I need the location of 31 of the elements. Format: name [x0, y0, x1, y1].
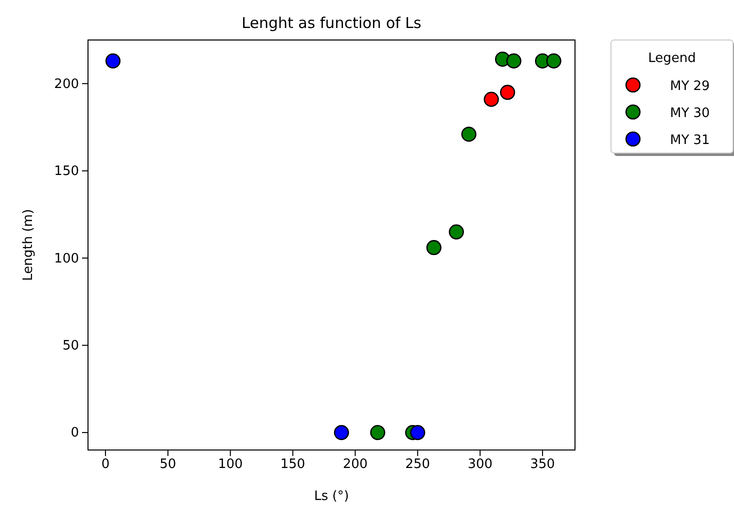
point [334, 425, 350, 440]
x-tick-label: 0 [101, 457, 110, 472]
y-axis-title: Length (m) [21, 209, 36, 281]
y-tick-label: 0 [70, 426, 79, 441]
legend-label: MY 31 [670, 133, 710, 148]
point [506, 53, 522, 68]
chart-title: Lenght as function of Ls [242, 14, 422, 32]
x-tick-label: 350 [530, 457, 555, 472]
x-tick-label: 200 [342, 457, 368, 472]
point [484, 92, 499, 107]
legend-title: Legend [648, 51, 696, 66]
point [448, 224, 464, 240]
x-tick-label: 100 [218, 457, 243, 472]
point [461, 126, 476, 142]
y-tick-label: 200 [54, 76, 79, 92]
point [426, 240, 442, 256]
point [410, 425, 426, 440]
y-tick-label: 150 [54, 164, 79, 180]
y-tick-label: 50 [62, 338, 79, 354]
point [546, 53, 562, 68]
x-axis-title: Ls (°) [314, 489, 349, 504]
y-tick-label: 100 [54, 251, 79, 266]
x-tick-label: 150 [280, 457, 306, 472]
point [500, 84, 516, 100]
x-tick-label: 50 [160, 457, 176, 472]
x-tick-label: 300 [468, 457, 493, 472]
x-tick-label: 250 [405, 457, 430, 472]
point [105, 53, 121, 68]
legend-label: MY 30 [670, 106, 710, 121]
legend-label: MY 29 [670, 79, 710, 94]
point [370, 425, 386, 440]
